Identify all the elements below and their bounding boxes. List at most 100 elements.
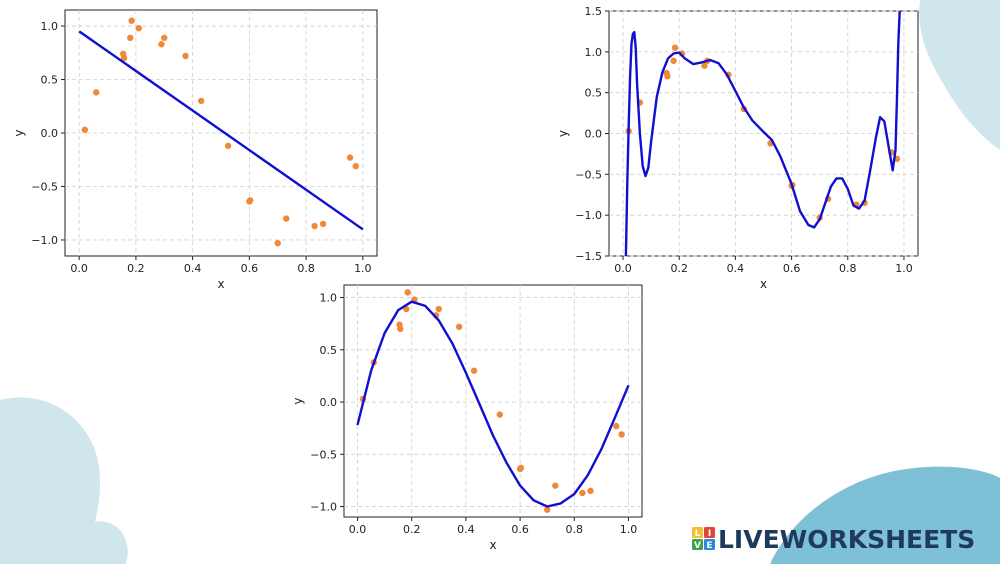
data-point	[127, 34, 134, 42]
data-point	[701, 62, 708, 69]
x-axis-label: x	[489, 538, 496, 552]
data-point	[517, 464, 525, 472]
logo-tile	[704, 539, 715, 550]
y-tick-label: −0.5	[31, 180, 58, 193]
x-tick-label: 1.0	[354, 262, 372, 275]
y-tick-label: 0.5	[585, 87, 603, 100]
y-tick-label: 0.5	[320, 344, 338, 357]
chart-cubic-fit: 0.0 0.2 0.4 0.6 0.8 1.0 −1.0 −0.5 0.0 0.5 1.0 x y	[290, 280, 650, 560]
data-point	[283, 215, 290, 222]
x-tick-label: 1.0	[895, 262, 913, 275]
ticks: 0.0 0.2 0.4 0.6 0.8 1.0 −1.0 −0.5 0.0 0.5 1.0	[310, 292, 637, 536]
grid-lines	[344, 285, 642, 517]
data-point	[671, 44, 679, 51]
x-tick-label: 0.2	[670, 262, 688, 275]
y-tick-label: 0.5	[41, 74, 59, 87]
bg-shape-top-right	[919, 0, 1000, 150]
data-point	[120, 54, 128, 62]
data-point	[404, 289, 411, 296]
data-point	[435, 305, 443, 313]
brand-name: LIVEWORKSHEETS	[718, 524, 976, 554]
x-tick-label: 0.8	[566, 523, 584, 536]
y-tick-label: −1.0	[31, 234, 58, 247]
fit-line	[356, 300, 630, 508]
logo-letter: E	[706, 541, 712, 551]
logo-tile	[704, 527, 715, 538]
fit-line	[78, 30, 364, 231]
x-tick-label: 0.0	[349, 523, 367, 536]
logo-letter: L	[695, 529, 701, 539]
y-tick-label: −0.5	[310, 448, 337, 461]
data-point	[197, 97, 205, 105]
fit-line-group	[356, 300, 630, 508]
x-axis-label: x	[217, 277, 224, 291]
x-axis-label: x	[760, 277, 767, 291]
data-point	[81, 126, 89, 133]
y-tick-label: 1.0	[320, 292, 338, 305]
chart-linear-fit-svg: 0.0 0.2 0.4 0.6 0.8 1.0 −1.0 −0.5 0.0 0.5 1.0 x y	[12, 9, 378, 291]
data-point	[319, 220, 327, 228]
data-point	[496, 411, 503, 418]
x-tick-label: 0.6	[783, 262, 801, 275]
data-point	[93, 89, 100, 96]
data-point	[346, 154, 354, 161]
data-point	[543, 506, 551, 513]
y-tick-label: 0.0	[41, 127, 59, 140]
data-point	[135, 24, 142, 32]
x-tick-label: 0.4	[184, 262, 202, 275]
chart-linear-fit: 0.0 0.2 0.4 0.6 0.8 1.0 −1.0 −0.5 0.0 0.5 1.0 x y	[10, 6, 385, 296]
x-tick-label: 0.8	[839, 262, 857, 275]
fit-line-group	[78, 30, 364, 231]
y-tick-label: 0.0	[585, 128, 603, 141]
data-point	[247, 197, 254, 204]
fit-line	[624, 11, 901, 256]
x-tick-label: 0.4	[727, 262, 745, 275]
x-tick-label: 0.0	[614, 262, 632, 275]
y-axis-label: y	[12, 129, 26, 136]
ticks: 0.0 0.2 0.4 0.6 0.8 1.0 −1.0 −0.5 0.0 0.5 1.0	[31, 20, 371, 275]
x-tick-label: 0.2	[403, 523, 421, 536]
data-point	[618, 431, 625, 438]
x-tick-label: 1.0	[620, 523, 638, 536]
data-point	[670, 57, 677, 65]
y-tick-label: −1.0	[310, 501, 337, 514]
logo-letter: I	[708, 529, 711, 539]
data-point	[664, 73, 671, 80]
y-tick-label: 0.0	[320, 396, 338, 409]
chart-cubic-fit-svg: 0.0 0.2 0.4 0.6 0.8 1.0 −1.0 −0.5 0.0 0.5 1.0 x y	[291, 284, 643, 552]
y-tick-label: 1.0	[585, 46, 603, 59]
x-tick-label: 0.2	[127, 262, 145, 275]
data-points	[359, 289, 625, 513]
logo-tile	[692, 539, 703, 550]
logo-tile	[692, 527, 703, 538]
logo-letter: V	[694, 541, 701, 551]
data-point	[224, 142, 232, 150]
chart-high-degree-fit-svg: 0.0 0.2 0.4 0.6 0.8 1.0 −1.5 −1.0 −0.5 0.0 0.5 1.0 1…	[556, 5, 919, 291]
y-tick-label: −1.0	[575, 209, 602, 222]
data-points	[81, 17, 359, 247]
x-tick-label: 0.0	[70, 262, 88, 275]
data-point	[161, 34, 168, 42]
chart-high-degree-fit: 0.0 0.2 0.4 0.6 0.8 1.0 −1.5 −1.0 −0.5 0.0 0.5 1.0 1…	[556, 3, 926, 293]
data-point	[613, 422, 620, 430]
data-point	[128, 17, 135, 24]
y-tick-label: 1.0	[41, 20, 59, 33]
ticks: 0.0 0.2 0.4 0.6 0.8 1.0 −1.5 −1.0 −0.5 0.0 0.5 1.0 1…	[575, 5, 912, 275]
data-point	[455, 323, 463, 331]
y-tick-label: −0.5	[575, 168, 602, 181]
data-point	[274, 239, 281, 247]
bg-shape-left-large	[0, 397, 100, 564]
y-tick-label: 1.5	[585, 5, 603, 18]
y-axis-label: y	[291, 397, 305, 404]
y-axis-label: y	[556, 130, 570, 137]
data-point	[158, 41, 165, 48]
data-point	[579, 489, 586, 497]
bg-shape-bottom-right	[770, 466, 1000, 564]
y-tick-label: −1.5	[575, 250, 602, 263]
data-point	[397, 325, 404, 333]
bg-shape-left-small	[65, 521, 128, 564]
fit-line-group	[624, 11, 901, 256]
x-tick-label: 0.6	[241, 262, 259, 275]
